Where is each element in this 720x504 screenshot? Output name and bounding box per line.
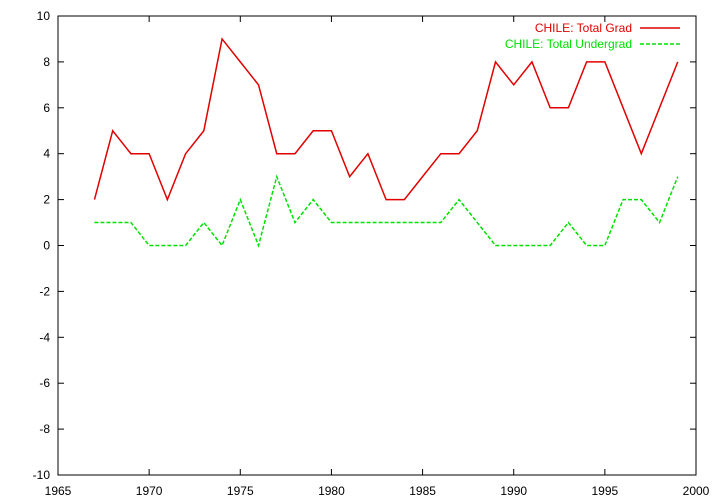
legend-label: CHILE: Total Grad [535,21,632,35]
x-tick-label: 1995 [592,484,619,498]
y-tick-label: 8 [43,55,50,69]
x-tick-label: 1965 [45,484,72,498]
series-layer [93,37,679,248]
x-tick-label: 1990 [500,484,527,498]
y-tick-label: 2 [43,193,50,207]
y-tick-label: 0 [43,239,50,253]
y-tick-label: -6 [39,376,50,390]
y-tick-label: 4 [43,147,50,161]
axis-ticks: 1965 1970 1975 1980 1985 1990 1995 2000 -10 -8 -6 -… [33,9,710,498]
legend-label: CHILE: Total Undergrad [505,37,632,51]
y-tick-label: -2 [39,284,50,298]
y-tick-label: 6 [43,101,50,115]
x-tick-label: 1975 [227,484,254,498]
series-line-0 [93,37,679,202]
legend: CHILE: Total Grad CHILE: Total Undergrad [505,21,680,51]
x-tick-label: 1985 [409,484,436,498]
x-tick-label: 2000 [683,484,710,498]
y-tick-label: -8 [39,422,50,436]
x-tick-label: 1970 [136,484,163,498]
x-tick-label: 1980 [318,484,345,498]
y-tick-label: 10 [37,9,51,23]
y-tick-label: -10 [33,468,51,482]
y-tick-label: -4 [39,330,50,344]
series-line-1 [94,174,679,248]
